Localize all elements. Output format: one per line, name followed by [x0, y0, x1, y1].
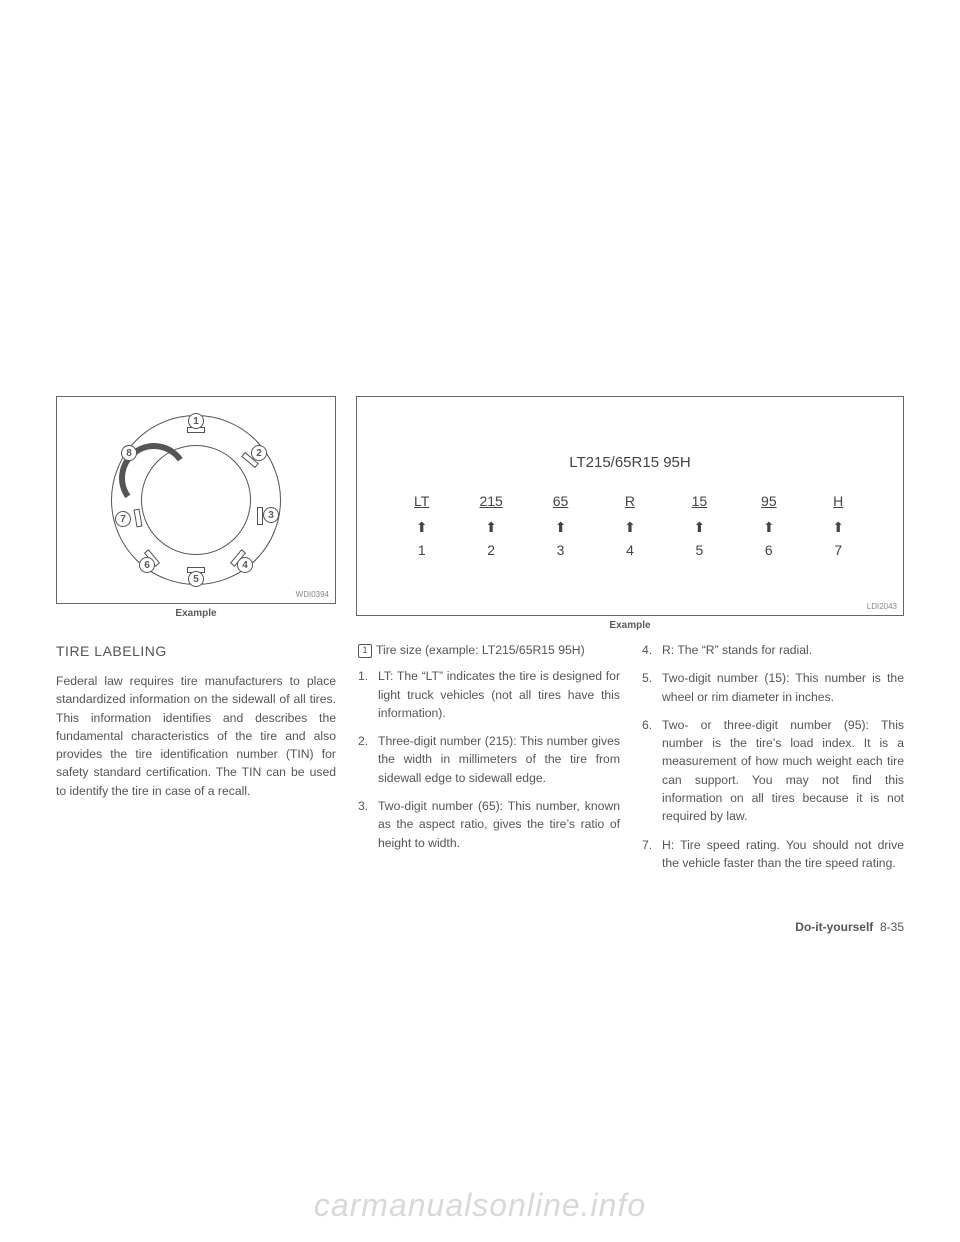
arrow-icon: ⬆: [804, 519, 873, 536]
item-num: 5.: [642, 669, 662, 706]
column-3: 4.R: The “R” stands for radial. 5.Two-di…: [642, 641, 904, 882]
figure-tire-ring: 1 2 3 4 5 6 7 8 WDI0394 Example: [56, 396, 336, 619]
index: 4: [595, 542, 664, 558]
arrow-icon: ⬆: [387, 519, 456, 536]
item-text: R: The “R” stands for radial.: [662, 641, 904, 659]
callout-1: 1: [188, 413, 204, 429]
lead-text: Tire size (example: LT215/65R15 95H): [376, 643, 585, 657]
index: 5: [665, 542, 734, 558]
ring-wrap: 1 2 3 4 5 6 7 8: [111, 415, 281, 585]
figure-box-left: 1 2 3 4 5 6 7 8 WDI0394: [56, 396, 336, 604]
item-text: Three-digit number (215): This number gi…: [378, 732, 620, 787]
list-item: 3.Two-digit number (65): This number, kn…: [358, 797, 620, 852]
arrow-icon: ⬆: [526, 519, 595, 536]
index: 2: [456, 542, 525, 558]
item-text: Two- or three-digit number (95): This nu…: [662, 716, 904, 826]
callout-5: 5: [188, 571, 204, 587]
item-num: 7.: [642, 836, 662, 873]
callout-3: 3: [263, 507, 279, 523]
list-col2: 1.LT: The “LT” indicates the tire is des…: [358, 667, 620, 852]
list-item: 7.H: Tire speed rating. You should not d…: [642, 836, 904, 873]
section-intro: Federal law requires tire manufacturers …: [56, 672, 336, 800]
index: 7: [804, 542, 873, 558]
arrow-icon: ⬆: [456, 519, 525, 536]
arrows-row: ⬆ ⬆ ⬆ ⬆ ⬆ ⬆ ⬆: [381, 519, 879, 536]
part: 65: [526, 493, 595, 509]
list-item: 5.Two-digit number (15): This number is …: [642, 669, 904, 706]
index: 1: [387, 542, 456, 558]
list-item: 4.R: The “R” stands for radial.: [642, 641, 904, 659]
column-2: 1 Tire size (example: LT215/65R15 95H) 1.…: [358, 641, 620, 882]
column-1: TIRE LABELING Federal law requires tire …: [56, 641, 336, 882]
callout-6: 6: [139, 557, 155, 573]
part: 15: [665, 493, 734, 509]
list-item: 1.LT: The “LT” indicates the tire is des…: [358, 667, 620, 722]
item-num: 3.: [358, 797, 378, 852]
figures-row: 1 2 3 4 5 6 7 8 WDI0394 Example L: [56, 396, 904, 631]
part: R: [595, 493, 664, 509]
text-columns: TIRE LABELING Federal law requires tire …: [56, 641, 904, 882]
arrow-icon: ⬆: [734, 519, 803, 536]
page-content: 1 2 3 4 5 6 7 8 WDI0394 Example L: [56, 396, 904, 882]
item-text: Two-digit number (15): This number is th…: [662, 669, 904, 706]
item-num: 4.: [642, 641, 662, 659]
index: 3: [526, 542, 595, 558]
footer-page: 8-35: [880, 920, 904, 934]
lead-line: 1 Tire size (example: LT215/65R15 95H): [358, 641, 620, 659]
tire-size-title: LT215/65R15 95H: [381, 454, 879, 471]
item-text: LT: The “LT” indicates the tire is desig…: [378, 667, 620, 722]
section-heading: TIRE LABELING: [56, 641, 336, 662]
indices-row: 1 2 3 4 5 6 7: [381, 542, 879, 558]
arrow-icon: ⬆: [595, 519, 664, 536]
part: LT: [387, 493, 456, 509]
tire-diagram: 1 2 3 4 5 6 7 8: [57, 397, 335, 603]
callout-4: 4: [237, 557, 253, 573]
callout-2: 2: [251, 445, 267, 461]
page-footer: Do-it-yourself 8-35: [795, 920, 904, 934]
item-num: 1.: [358, 667, 378, 722]
list-col3: 4.R: The “R” stands for radial. 5.Two-di…: [642, 641, 904, 872]
figure-code-right: LDI2043: [867, 602, 897, 611]
figure-box-right: LT215/65R15 95H LT 215 65 R 15 95 H ⬆ ⬆ …: [356, 396, 904, 616]
boxed-number-icon: 1: [358, 644, 372, 658]
arrow-icon: ⬆: [665, 519, 734, 536]
item-text: H: Tire speed rating. You should not dri…: [662, 836, 904, 873]
watermark: carmanualsonline.info: [0, 1187, 960, 1224]
index: 6: [734, 542, 803, 558]
parts-row: LT 215 65 R 15 95 H: [381, 493, 879, 509]
figure-code-left: WDI0394: [296, 590, 329, 599]
figure-tire-size: LT215/65R15 95H LT 215 65 R 15 95 H ⬆ ⬆ …: [356, 396, 904, 631]
figure-caption-left: Example: [56, 608, 336, 619]
item-num: 6.: [642, 716, 662, 826]
part: 215: [456, 493, 525, 509]
item-text: Two-digit number (65): This number, know…: [378, 797, 620, 852]
item-num: 2.: [358, 732, 378, 787]
callout-7: 7: [115, 511, 131, 527]
list-item: 2.Three-digit number (215): This number …: [358, 732, 620, 787]
part: H: [804, 493, 873, 509]
footer-section: Do-it-yourself: [795, 920, 873, 934]
figure-caption-right: Example: [356, 620, 904, 631]
size-breakdown: LT215/65R15 95H LT 215 65 R 15 95 H ⬆ ⬆ …: [357, 397, 903, 615]
callout-8: 8: [121, 445, 137, 461]
list-item: 6.Two- or three-digit number (95): This …: [642, 716, 904, 826]
part: 95: [734, 493, 803, 509]
